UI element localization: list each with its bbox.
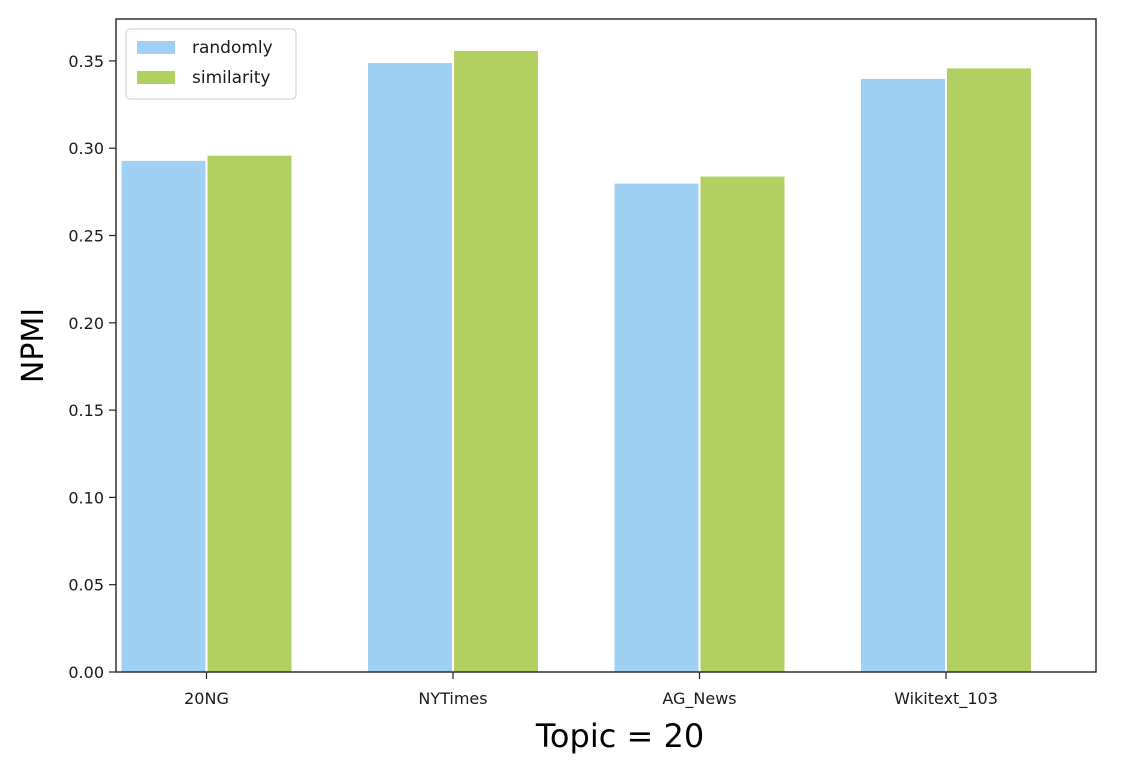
bar-randomly-ag-news bbox=[613, 182, 700, 673]
bar-randomly-20ng bbox=[120, 159, 207, 673]
y-tick-label: 0.20 bbox=[68, 314, 104, 333]
x-tick-label: NYTimes bbox=[418, 689, 487, 708]
legend-swatch-randomly bbox=[137, 41, 175, 54]
y-ticks-group: 0.00 0.05 0.10 0.15 0.20 0.25 0.30 0.35 bbox=[68, 52, 116, 682]
y-tick-label: 0.00 bbox=[68, 663, 104, 682]
y-tick-label: 0.30 bbox=[68, 139, 104, 158]
legend-label-similarity: similarity bbox=[192, 68, 270, 88]
y-axis-title: NPMI bbox=[16, 308, 51, 383]
bar-randomly-nytimes bbox=[367, 62, 453, 673]
bar-similarity-ag-news bbox=[699, 175, 786, 673]
legend-swatch-similarity bbox=[137, 71, 175, 84]
plot-frame bbox=[115, 18, 1097, 673]
x-tick-label: Wikitext_103 bbox=[894, 689, 998, 709]
x-tick-label: AG_News bbox=[662, 689, 736, 709]
bar-randomly-wikitext-103 bbox=[860, 77, 946, 673]
x-ticks-group: 20NG NYTimes AG_News Wikitext_103 bbox=[184, 672, 998, 709]
legend: randomly similarity bbox=[125, 28, 297, 100]
y-tick-label: 0.35 bbox=[68, 52, 104, 71]
bar-similarity-wikitext-103 bbox=[946, 67, 1032, 673]
y-tick-label: 0.15 bbox=[68, 401, 104, 420]
bars-group bbox=[120, 49, 1032, 673]
x-tick-label: 20NG bbox=[184, 689, 229, 708]
bar-similarity-nytimes bbox=[453, 49, 539, 673]
y-tick-label: 0.05 bbox=[68, 576, 104, 595]
y-tick-label: 0.10 bbox=[68, 488, 104, 507]
y-tick-label: 0.25 bbox=[68, 227, 104, 246]
legend-label-randomly: randomly bbox=[192, 38, 273, 58]
x-axis-title: Topic = 20 bbox=[535, 717, 704, 755]
bar-similarity-20ng bbox=[206, 154, 293, 673]
